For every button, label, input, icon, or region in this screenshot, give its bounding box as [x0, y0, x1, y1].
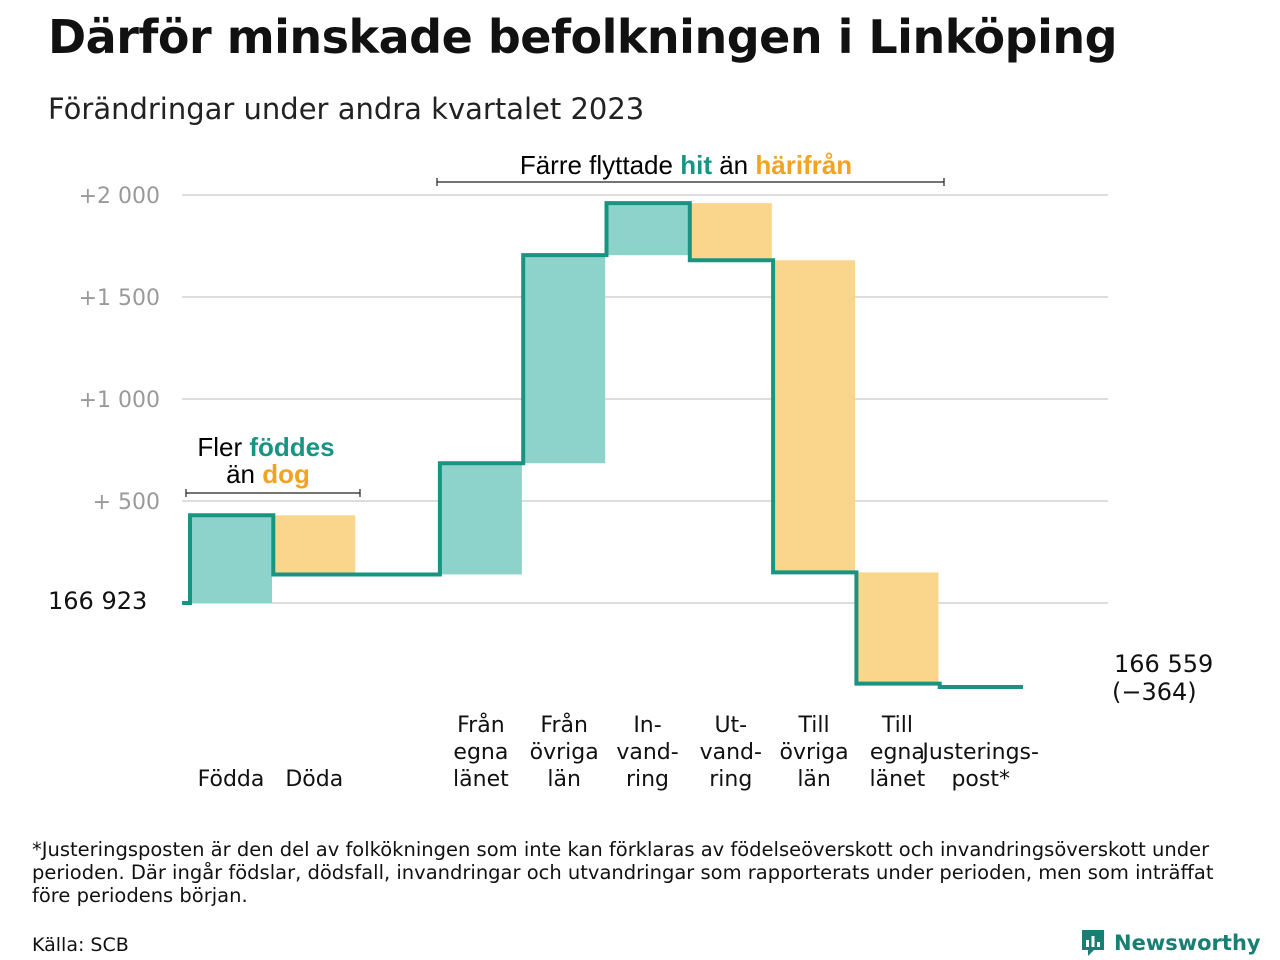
births-annotation-line1: Fler föddes [197, 432, 334, 462]
x-category-label: In- [633, 713, 661, 738]
y-tick-label: +1 500 [79, 286, 160, 311]
x-category-label: egna [870, 740, 925, 765]
births-annotation-highlight: föddes [249, 432, 334, 462]
waterfall-bar [856, 572, 939, 684]
migration-annotation-middle: än [712, 150, 755, 180]
x-category-label: län [797, 767, 831, 792]
y-tick-label: +2 000 [79, 184, 160, 209]
x-category-label: Döda [285, 767, 343, 792]
waterfall-bar [773, 260, 856, 573]
waterfall-bar [523, 255, 606, 464]
x-category-label: Födda [198, 767, 265, 792]
x-category-label: Justerings- [920, 740, 1039, 765]
x-category-label: Till [798, 713, 830, 738]
x-category-label: Från [457, 712, 505, 738]
births-annotation-bracket [185, 489, 361, 497]
x-category-label: ring [626, 767, 669, 792]
cumulative-step-line [182, 201, 1023, 690]
newsworthy-logo-text: Newsworthy [1114, 931, 1261, 955]
end-change-label: (−364) [1112, 678, 1197, 706]
end-value-label: 166 559 [1114, 650, 1213, 678]
chart-title: Därför minskade befolkningen i Linköping [48, 10, 1118, 64]
y-tick-label: +1 000 [79, 388, 160, 413]
chart-subtitle: Förändringar under andra kvartalet 2023 [48, 92, 645, 126]
x-category-label: vand- [616, 740, 678, 765]
x-category-label: egna [453, 740, 508, 765]
footnote: *Justeringsposten är den del av folkökni… [32, 838, 1214, 907]
x-category-label: vand- [700, 740, 762, 765]
x-category-label: Ut- [714, 713, 747, 738]
migration-annotation-bracket [436, 178, 945, 186]
start-value-label: 166 923 [48, 587, 147, 615]
x-category-label: Till [881, 713, 913, 738]
newsworthy-logo-icon [1082, 930, 1104, 956]
migration-annotation: Färre flyttade hit än härifrån [520, 150, 852, 180]
waterfall-bar [689, 203, 772, 261]
deaths-annotation-prefix: än [226, 459, 262, 489]
waterfall-bar [606, 203, 689, 256]
newsworthy-logo[interactable]: Newsworthy [1080, 928, 1261, 958]
migration-annotation-in: hit [680, 150, 712, 180]
waterfall-chart: +2 000+1 500+1 000+ 500 Födda DödaFrånegn… [48, 150, 1213, 792]
x-category-label: Från [540, 712, 588, 738]
waterfall-bar [439, 463, 522, 575]
x-category-label: övriga [780, 740, 849, 765]
x-category-label: länet [453, 767, 509, 792]
x-category-label: post* [951, 767, 1010, 792]
migration-annotation-out: härifrån [755, 150, 852, 180]
x-category-label: övriga [530, 740, 599, 765]
source-label: Källa: SCB [32, 934, 129, 956]
y-tick-label: + 500 [93, 490, 160, 515]
x-category-label: ring [709, 767, 752, 792]
births-annotation-line2: än dog [226, 459, 310, 489]
migration-annotation-prefix: Färre flyttade [520, 150, 680, 180]
waterfall-bar [190, 515, 272, 603]
x-category-label: länet [870, 767, 926, 792]
waterfall-bar [273, 515, 356, 575]
deaths-annotation-highlight: dog [262, 459, 310, 489]
x-category-label: län [547, 767, 581, 792]
births-annotation-prefix: Fler [197, 432, 249, 462]
